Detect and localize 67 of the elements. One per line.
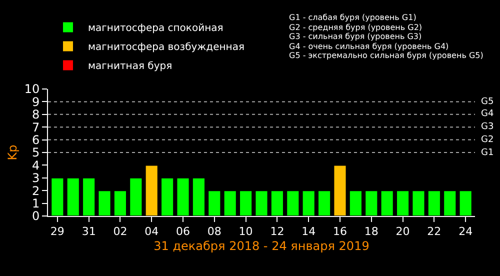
x-tick-label: 20 (396, 225, 410, 238)
text: G5 - экстремально сильная буря (уровень G5) (289, 51, 484, 60)
x-tick-label: 12 (270, 225, 284, 238)
bar (412, 190, 426, 216)
y-tick-label: 6 (32, 133, 40, 147)
bar (427, 190, 441, 216)
y-tick-label: 5 (32, 146, 40, 160)
bar (50, 177, 64, 216)
bar (144, 164, 158, 216)
x-axis-title: 31 декабря 2018 - 24 января 2019 (154, 239, 370, 254)
bar (160, 177, 174, 216)
bar (286, 190, 300, 216)
text: G4 - очень сильная буря (уровень G4) (289, 42, 449, 51)
y-axis-title: Kp (6, 144, 20, 160)
bar (458, 190, 472, 216)
x-tick-label: 18 (364, 225, 378, 238)
legend-label: магнитосфера возбужденная (88, 42, 244, 54)
y-tick-label: 3 (32, 171, 40, 186)
bar (113, 190, 127, 216)
bar (66, 177, 80, 216)
legend-label: магнитосфера спокойная (88, 23, 224, 34)
y-tick-label: 10 (24, 82, 40, 96)
ref-line-label: G2 (481, 135, 494, 145)
bar (98, 190, 112, 216)
bar (333, 164, 347, 216)
x-tick-label: 24 (458, 225, 473, 238)
x-tick-label: 22 (427, 225, 442, 238)
legend-label: магнитная буря (88, 61, 172, 72)
text: G3 - сильная буря (уровень G3) (289, 32, 422, 41)
y-tick-label: 1 (32, 196, 40, 210)
x-tick-label: 04 (144, 225, 159, 238)
bar (318, 190, 332, 216)
y-tick-label: 2 (32, 184, 40, 198)
x-tick-label: 29 (50, 225, 64, 238)
x-tick-label: 02 (113, 225, 128, 238)
bar (380, 190, 394, 216)
y-tick-label: 7 (32, 120, 40, 134)
bar (364, 190, 378, 216)
bar (443, 190, 457, 216)
bar (396, 190, 410, 216)
y-tick-label: 9 (32, 94, 40, 109)
x-tick-label: 16 (332, 225, 347, 238)
bar (129, 177, 143, 216)
text: G1 - слабая буря (уровень G1) (289, 13, 416, 22)
bar (176, 177, 190, 216)
bar (254, 190, 268, 216)
ref-line-label: G5 (481, 97, 494, 107)
y-tick-label: 8 (32, 108, 40, 122)
bar (192, 177, 206, 216)
x-tick-label: 06 (176, 225, 190, 238)
x-tick-label: 31 (82, 225, 96, 238)
y-tick-label: 4 (32, 158, 40, 172)
bar (208, 190, 222, 216)
text: G2 - средняя буря (уровень G2) (289, 23, 422, 32)
ref-line-label: G3 (481, 122, 494, 132)
ref-line-label: G4 (481, 109, 494, 119)
x-tick-label: 14 (302, 225, 316, 238)
x-tick-label: 10 (238, 225, 253, 238)
bar (348, 190, 362, 216)
x-tick-label: 08 (207, 225, 222, 238)
y-tick-label: 0 (32, 209, 40, 224)
bar (239, 190, 253, 216)
bar (223, 190, 237, 216)
bar (302, 190, 316, 216)
bar (270, 190, 284, 216)
ref-line-label: G1 (481, 148, 494, 158)
bar (82, 177, 96, 216)
